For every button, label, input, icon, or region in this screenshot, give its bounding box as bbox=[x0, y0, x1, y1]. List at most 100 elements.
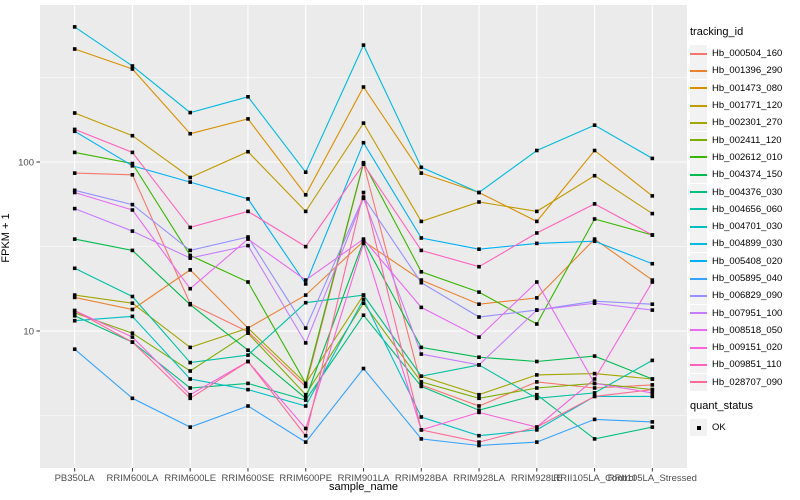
data-point bbox=[535, 440, 539, 444]
data-point bbox=[303, 440, 308, 444]
data-point bbox=[419, 384, 424, 389]
data-point bbox=[361, 121, 366, 125]
data-point bbox=[650, 420, 655, 424]
data-point bbox=[130, 294, 135, 299]
legend-key-line bbox=[690, 242, 707, 245]
legend-key-swatch bbox=[690, 304, 707, 322]
data-point bbox=[72, 188, 77, 193]
data-point bbox=[592, 377, 597, 381]
data-point bbox=[246, 331, 250, 335]
legend-key-line bbox=[690, 139, 707, 142]
data-point bbox=[419, 236, 424, 240]
data-point bbox=[130, 64, 135, 68]
data-point bbox=[592, 239, 597, 243]
legend-key-line bbox=[690, 104, 707, 107]
x-axis-title: sample_name bbox=[328, 481, 399, 493]
data-point bbox=[592, 299, 597, 303]
legend-key-swatch bbox=[690, 183, 707, 201]
data-point bbox=[361, 85, 366, 89]
data-point bbox=[419, 248, 424, 253]
data-point bbox=[130, 229, 135, 233]
legend-item-label: Hb_007951_100 bbox=[712, 307, 783, 319]
data-point bbox=[477, 190, 481, 195]
data-point bbox=[419, 352, 424, 356]
data-point bbox=[130, 164, 135, 168]
data-point bbox=[303, 209, 308, 214]
data-point bbox=[650, 387, 655, 392]
legend-item-label: Hb_001771_120 bbox=[712, 100, 783, 112]
legend-key-line bbox=[690, 346, 707, 349]
data-point bbox=[303, 300, 308, 305]
data-point bbox=[592, 217, 597, 221]
data-point bbox=[72, 293, 77, 297]
data-point bbox=[592, 123, 597, 127]
legend-tracking-title: tracking_id bbox=[690, 26, 744, 38]
legend-key-line bbox=[690, 156, 707, 159]
data-point bbox=[246, 243, 250, 248]
legend-item-Hb_028707_090: Hb_028707_090 bbox=[690, 373, 800, 391]
data-point bbox=[592, 381, 597, 386]
data-point bbox=[303, 170, 308, 174]
x-tick-label-RRIM600LA: RRIM600LA bbox=[107, 473, 159, 484]
data-point bbox=[246, 387, 250, 392]
data-point bbox=[361, 237, 366, 241]
x-tick-label-RRIM600SE: RRIM600SE bbox=[222, 473, 275, 484]
data-point bbox=[246, 326, 250, 330]
legend-key-line bbox=[690, 277, 707, 280]
data-point bbox=[419, 280, 424, 285]
legend-key-line bbox=[690, 69, 707, 72]
data-point bbox=[361, 190, 366, 195]
legend-item-label: Hb_002612_010 bbox=[712, 151, 783, 163]
data-point bbox=[650, 391, 655, 395]
legend-item-Hb_008518_050: Hb_008518_050 bbox=[690, 321, 800, 339]
data-point bbox=[535, 322, 539, 326]
data-point bbox=[303, 278, 308, 282]
legend-key-swatch bbox=[690, 270, 707, 287]
data-point bbox=[650, 278, 655, 282]
data-point bbox=[72, 190, 77, 195]
data-point bbox=[419, 428, 424, 432]
data-point bbox=[477, 392, 481, 397]
data-point bbox=[188, 253, 192, 258]
legend-item-Hb_004374_150: Hb_004374_150 bbox=[690, 166, 800, 184]
legend-item-Hb_005895_040: Hb_005895_040 bbox=[690, 270, 800, 287]
data-point bbox=[592, 371, 597, 376]
legend-item-Hb_000504_160: Hb_000504_160 bbox=[690, 45, 800, 63]
data-point bbox=[72, 266, 77, 271]
legend-key-swatch bbox=[690, 114, 707, 132]
data-point bbox=[188, 345, 192, 350]
legend-item-Hb_001473_080: Hb_001473_080 bbox=[690, 79, 800, 97]
data-point bbox=[535, 308, 539, 312]
legend-item-label: Hb_002301_270 bbox=[712, 117, 783, 129]
data-point bbox=[477, 290, 481, 294]
data-point bbox=[246, 95, 250, 99]
data-point bbox=[361, 297, 366, 302]
data-point bbox=[361, 140, 366, 145]
data-point bbox=[130, 340, 135, 344]
data-point bbox=[303, 326, 308, 330]
data-point bbox=[130, 208, 135, 212]
legend-item-Hb_002612_010: Hb_002612_010 bbox=[690, 148, 800, 166]
data-point bbox=[303, 381, 308, 386]
data-point bbox=[72, 206, 77, 211]
legend-item-label: Hb_009851_110 bbox=[712, 359, 782, 371]
legend-key-swatch bbox=[690, 287, 707, 305]
legend-item-label: Hb_006829_090 bbox=[712, 290, 783, 302]
legend-key-line bbox=[690, 208, 707, 211]
x-tick-label-RRIM600LE: RRIM600LE bbox=[164, 473, 216, 484]
data-point bbox=[361, 366, 366, 371]
data-point bbox=[650, 156, 655, 161]
data-point bbox=[130, 396, 135, 401]
legend-item-Hb_009151_020: Hb_009151_020 bbox=[690, 339, 800, 357]
x-tick-label-RRIM600PE: RRIM600PE bbox=[279, 473, 332, 484]
data-point bbox=[303, 404, 308, 408]
data-point bbox=[419, 437, 424, 441]
data-point bbox=[650, 377, 655, 381]
legend-item-label: Hb_028707_090 bbox=[712, 376, 783, 388]
data-point bbox=[419, 415, 424, 419]
data-point bbox=[72, 150, 77, 155]
data-point bbox=[361, 313, 366, 317]
legend-key-line bbox=[690, 191, 707, 194]
legend-key-swatch bbox=[690, 200, 707, 218]
